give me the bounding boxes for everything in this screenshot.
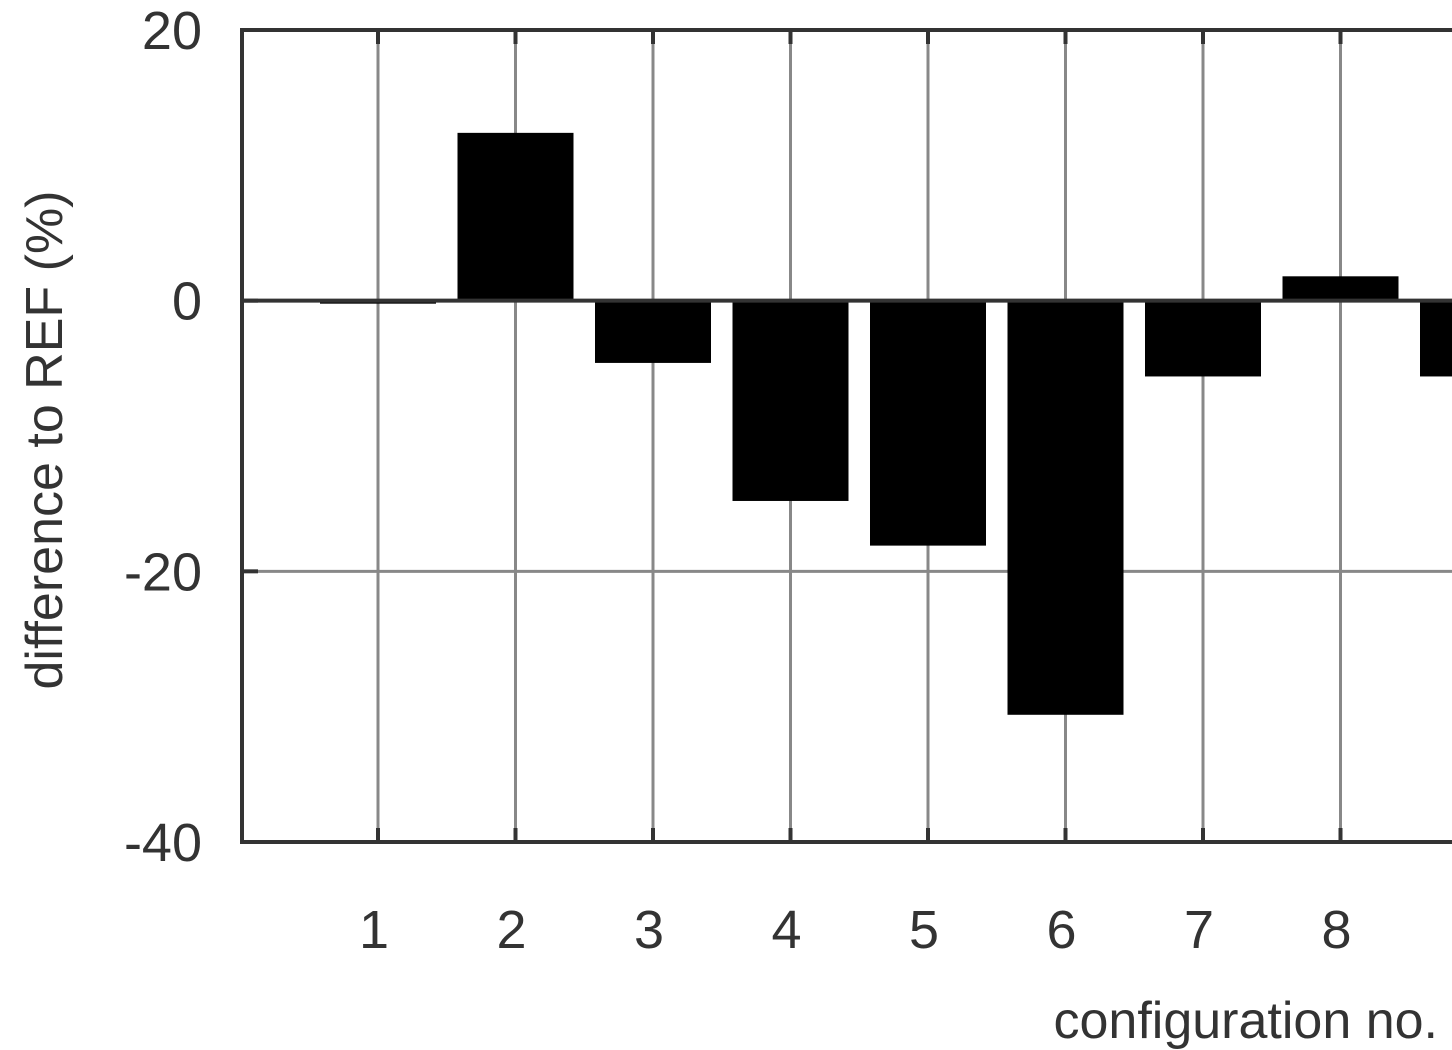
- bar: [1420, 300, 1452, 377]
- x-tick-label: 2: [496, 900, 526, 960]
- x-tick-label: 3: [634, 900, 664, 960]
- bar: [1007, 300, 1124, 715]
- x-tick-labels: 123456789: [359, 900, 1352, 960]
- y-axis-title: difference to REF (%): [16, 190, 74, 689]
- x-tick-label: 7: [1184, 900, 1214, 960]
- x-tick-label: 6: [1046, 900, 1076, 960]
- y-tick-labels: 20 0 -20 -40: [124, 1, 202, 873]
- x-tick-label: 8: [1321, 900, 1351, 960]
- y-tick-label: -40: [124, 813, 202, 873]
- bar: [732, 300, 849, 501]
- y-tick-label: 0: [172, 272, 202, 332]
- x-tick-label: 1: [359, 900, 389, 960]
- axes: [240, 28, 1452, 844]
- x-tick-label: 5: [909, 900, 939, 960]
- bar: [1145, 300, 1261, 377]
- y-tick-label: 20: [142, 1, 202, 61]
- bar: [870, 300, 986, 546]
- x-axis-title: configuration no.: [1054, 992, 1439, 1050]
- bar: [595, 300, 711, 363]
- x-tick-label: 4: [771, 900, 801, 960]
- bars: [320, 132, 1452, 715]
- y-tick-label: -20: [124, 542, 202, 602]
- bar: [1282, 276, 1399, 301]
- bar: [457, 132, 574, 301]
